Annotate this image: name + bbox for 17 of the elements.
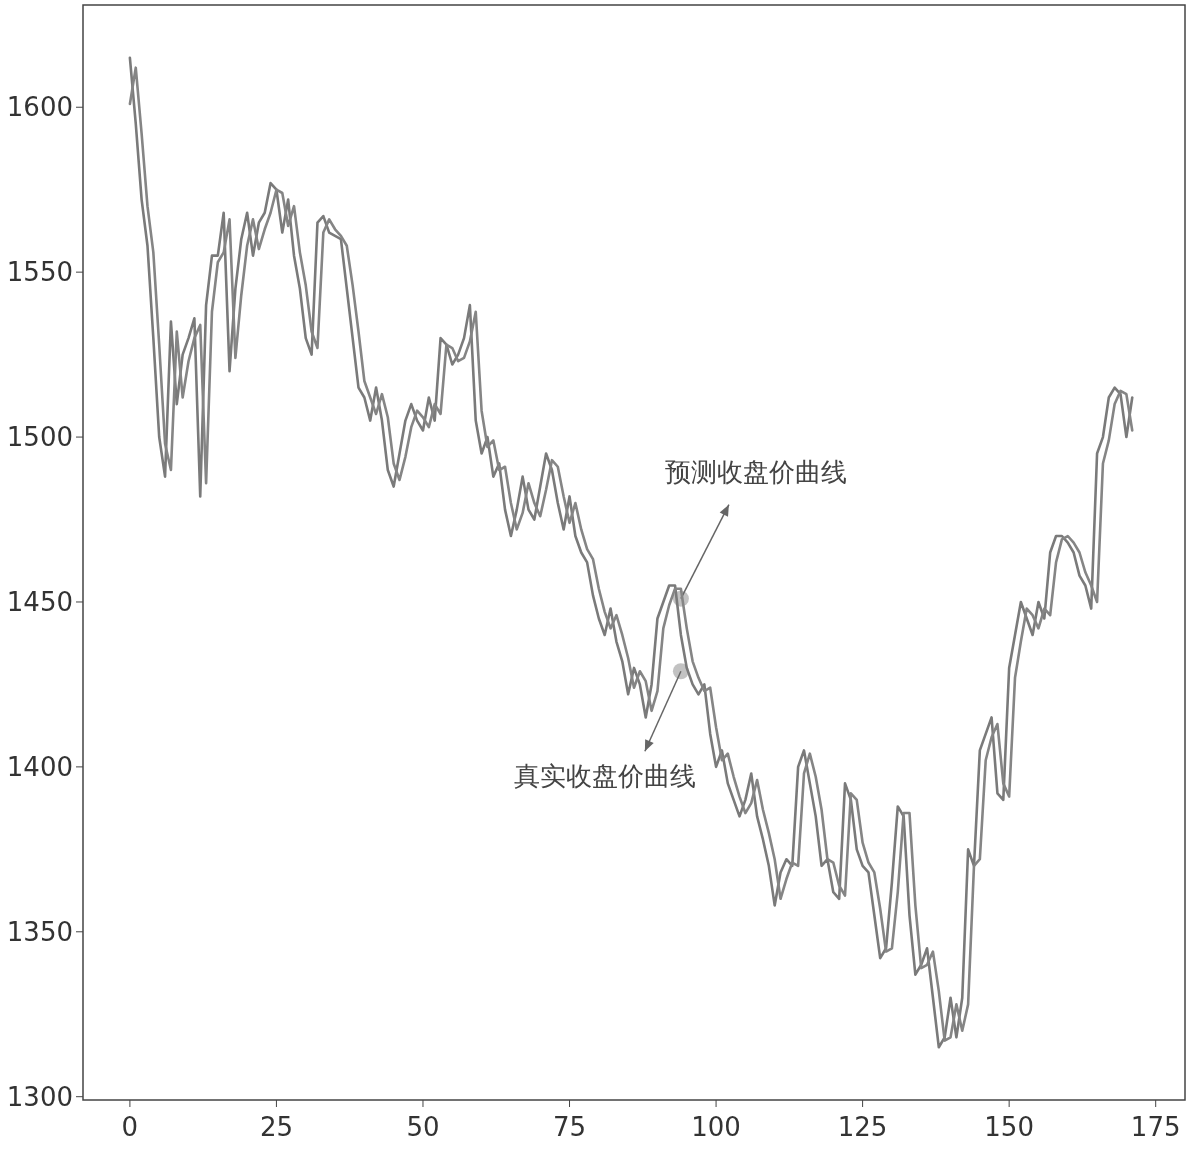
x-tick-label: 175 [1130, 1112, 1181, 1142]
y-tick-label: 1300 [6, 1081, 73, 1112]
x-tick-label: 150 [984, 1112, 1034, 1142]
x-tick-label: 75 [552, 1112, 587, 1142]
y-tick-label: 1450 [6, 587, 73, 618]
annotation: 预测收盘价曲线 [664, 456, 847, 487]
y-tick-label: 1350 [6, 916, 73, 947]
x-tick-label: 125 [837, 1112, 888, 1142]
y-tick-label: 1600 [6, 92, 73, 123]
x-tick-label: 0 [121, 1112, 139, 1142]
y-tick-label: 1500 [6, 422, 73, 453]
y-tick-label: 1400 [6, 751, 73, 782]
annotation: 真实收盘价曲线 [513, 761, 696, 792]
x-tick-label: 50 [406, 1112, 440, 1142]
y-tick-label: 1550 [6, 257, 73, 288]
x-tick-label: 25 [259, 1112, 293, 1142]
x-tick-label: 100 [691, 1112, 741, 1142]
